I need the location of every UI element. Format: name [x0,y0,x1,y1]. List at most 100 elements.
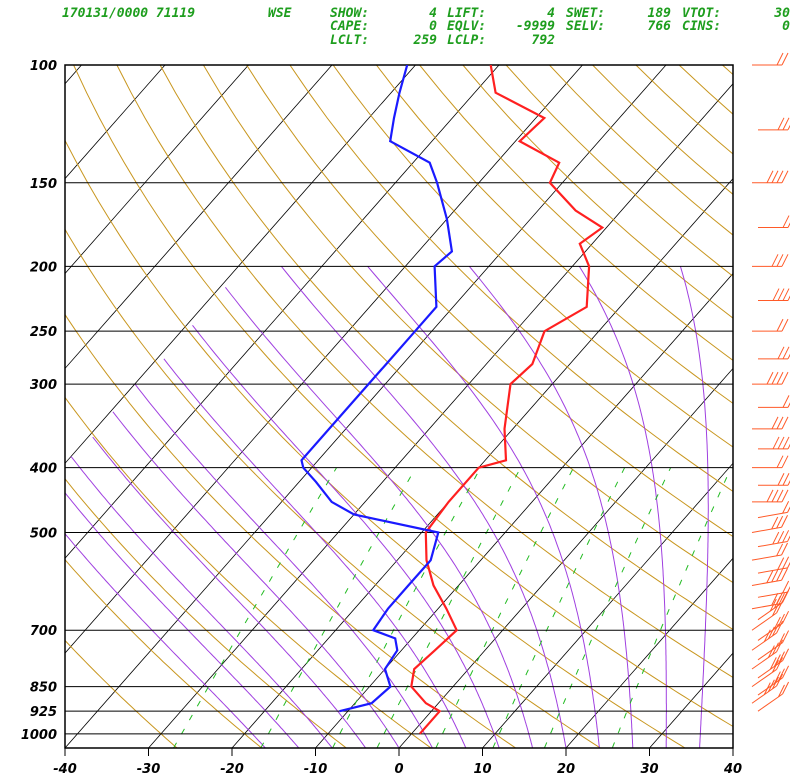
wind-barb-flag [782,590,790,603]
wind-barb-flag [781,52,789,66]
moist-adiabat [679,266,709,748]
y-tick-label: 100 [30,59,57,74]
wind-barb-flag [782,648,790,661]
wind-barb-flag [782,473,790,486]
wind-barb-flag [781,254,789,267]
wind-barb-flag [787,443,790,450]
wind-barb-flag [771,254,779,267]
wind-barb-flag [767,679,775,692]
wind-barb-flag [787,535,790,542]
wind-barb-flag [781,318,789,332]
isotherm-line [315,272,733,748]
y-tick-label: 150 [30,177,57,192]
wind-barb-flag [781,455,789,468]
dry-adiabat [332,65,733,448]
index-value: 4 [429,6,437,21]
dry-adiabat [65,313,516,748]
mixing-ratio-line [435,467,574,748]
isotherm-line [565,557,733,748]
index-value: 0 [429,19,437,34]
wind-barb-flag [776,568,784,582]
wind-barb-flag [777,117,785,131]
wind-barb-flag [778,593,785,606]
dry-adiabat [65,139,686,748]
moist-adiabat [280,265,567,748]
index-value: 189 [648,6,672,21]
plot-frame [64,64,734,756]
wind-barbs [751,52,790,712]
isotherm-line [65,65,583,654]
index-value: 30 [773,6,790,21]
index-value: 4 [547,6,555,21]
wind-barb-flag [778,668,785,681]
y-tick-label: 1000 [21,728,57,743]
wind-barb-flag [776,489,784,503]
wind-barb-flag [781,416,789,430]
wind-barb-flag [772,288,780,301]
wind-barb-flag [767,645,775,658]
y-tick-label: 300 [30,378,57,393]
index-label: LCLP: [447,33,486,48]
x-tick-label: -20 [220,762,244,777]
isotherm-line [732,747,733,748]
wind-barb-flag [772,603,779,617]
wind-barb-flag [771,371,779,385]
x-tick-label: 10 [473,762,491,777]
wind-barb-flag [771,516,779,530]
isotherm-line [65,65,416,464]
mixing-ratio-line [260,467,417,748]
wind-barb-flag [782,117,790,131]
wind-barb-flag [781,568,788,581]
moist-adiabat [112,411,400,748]
wind-barb-flag [781,515,788,528]
dry-adiabat [65,639,178,748]
index-label: LCLT: [330,33,369,48]
wind-barb-flag [773,616,781,630]
x-tick-label: 0 [394,762,403,777]
x-tick-label: 20 [557,762,575,777]
wind-barb-flag [773,671,781,684]
wind-barb-flag [776,318,784,332]
wind-barb-flag [782,610,790,624]
wind-barb-flag [766,570,774,584]
moist-adiabat [225,286,534,748]
wind-barb-flag [772,660,779,673]
moist-adiabat [65,491,300,748]
index-label: SWET: [566,6,605,21]
dry-adiabat [462,65,733,319]
wind-barb-flag [772,676,779,690]
dry-adiabat [419,65,733,362]
wind-barb-flag [769,598,777,612]
wind-barb-flag [778,684,785,698]
isotherm-line [65,65,500,559]
isotherm-line [231,178,733,748]
mixing-ratio-line [173,467,337,748]
moist-adiabat [192,324,500,748]
wind-barb-flag [782,665,790,679]
wind-barb-flag [787,402,790,408]
moist-adiabat [468,265,634,748]
wind-barb-flag [769,657,777,670]
isotherm-line [649,652,733,748]
moist-adiabat [65,532,266,748]
wind-barb-flag [787,506,790,513]
index-label: EQLV: [447,19,486,34]
x-tick-label: -30 [137,762,161,777]
wind-barb-flag [763,682,771,695]
wind-barb-flag [776,52,784,66]
wind-barb-flag [787,353,790,360]
dry-adiabat [73,65,733,728]
index-label: VTOT: [682,6,721,21]
station-label: 170131/0000 71119 [62,6,195,21]
wind-barb-flag [782,501,790,514]
index-label: SELV: [566,19,605,34]
wind-barb-flag [776,170,784,183]
wind-barb-flag [776,254,784,267]
wind-barb-flag [778,633,785,646]
wind-barb-flag [782,630,790,643]
y-tick-label: 700 [30,624,57,639]
dry-adiabat [65,558,263,748]
wind-barb-flag [772,436,780,450]
wind-barb-flag [778,651,785,664]
